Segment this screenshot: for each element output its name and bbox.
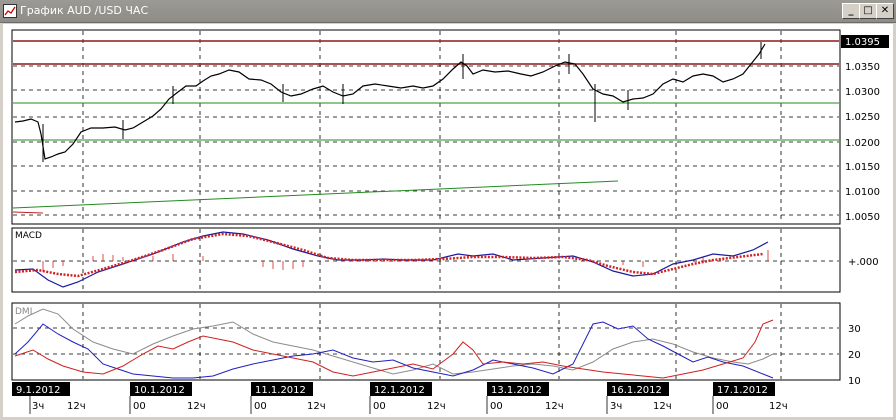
dmi-axis: 30 20 10 — [848, 324, 861, 387]
macd-panel[interactable]: MACD +.000 — [11, 227, 879, 293]
trend-line — [12, 180, 619, 209]
candle-wicks — [42, 42, 762, 162]
price-panel[interactable]: 1.0395 1.0350 1.0300 1.0250 1.0200 1.015… — [11, 29, 889, 225]
window-title: График AUD /USD ЧАС — [20, 4, 149, 17]
dmi-minus-line — [14, 319, 774, 379]
date-label: 12.1.2012 — [374, 385, 425, 396]
chart-area[interactable]: 1.0395 1.0350 1.0300 1.0250 1.0200 1.015… — [3, 24, 893, 417]
time-axis: 9.1.2012 10.1.2012 11.1.2012 12.1.2012 1… — [12, 382, 840, 416]
time-tick-label: 12ч — [67, 401, 86, 412]
macd-title: MACD — [15, 231, 42, 241]
time-tick-label: 00 — [490, 401, 503, 412]
macd-signal-line — [14, 232, 764, 278]
dmi-level-label: 30 — [848, 324, 861, 335]
window-titlebar: График AUD /USD ЧАС _ □ ✕ — [0, 0, 896, 23]
time-tick-label: 00 — [254, 401, 267, 412]
minimize-button[interactable]: _ — [842, 3, 860, 19]
adx-line — [14, 308, 774, 375]
price-label: 1.0350 — [845, 62, 880, 73]
price-grid — [13, 31, 839, 223]
time-tick-label: 12ч — [427, 401, 446, 412]
macd-grid — [13, 229, 839, 291]
date-label: 13.1.2012 — [491, 385, 542, 396]
time-tick-label: 00 — [373, 401, 386, 412]
maximize-button[interactable]: □ — [859, 3, 877, 19]
chart-app-icon — [3, 4, 17, 18]
date-label-boxes — [12, 382, 775, 396]
price-label: 1.0300 — [845, 87, 880, 98]
time-tick-label: 00 — [716, 401, 729, 412]
current-price-box — [841, 35, 889, 48]
time-tick-label: 12ч — [769, 401, 788, 412]
price-label: 1.0100 — [845, 187, 880, 198]
price-label: 1.0050 — [845, 212, 880, 223]
price-label: 1.0200 — [845, 138, 880, 149]
dmi-panel[interactable]: DMI 30 20 10 — [11, 302, 861, 387]
price-label: 1.0150 — [845, 162, 880, 173]
price-label: 1.0250 — [845, 112, 880, 123]
dmi-plus-line — [14, 321, 774, 379]
time-tick-label: 3ч — [32, 401, 44, 412]
date-label: 9.1.2012 — [16, 385, 61, 396]
bottom-red-line — [12, 211, 44, 214]
price-axis: 1.0350 1.0300 1.0250 1.0200 1.0150 1.010… — [845, 62, 880, 223]
macd-zero-label: +.000 — [848, 257, 879, 268]
time-tick-label: 12ч — [307, 401, 326, 412]
close-button[interactable]: ✕ — [876, 3, 894, 19]
time-ticks — [29, 396, 714, 414]
date-label: 17.1.2012 — [717, 385, 768, 396]
dmi-level-label: 20 — [848, 350, 861, 361]
date-label: 10.1.2012 — [134, 385, 185, 396]
time-tick-label: 12ч — [545, 401, 564, 412]
dmi-title: DMI — [15, 307, 32, 317]
time-tick-label: 12ч — [187, 401, 206, 412]
time-tick-label: 3ч — [610, 401, 622, 412]
date-label: 16.1.2012 — [611, 385, 662, 396]
time-tick-label: 12ч — [653, 401, 672, 412]
price-candles — [14, 43, 766, 160]
current-price-label: 1.0395 — [845, 37, 880, 48]
date-label: 11.1.2012 — [255, 385, 306, 396]
time-tick-label: 00 — [133, 401, 146, 412]
dmi-level-label: 10 — [848, 376, 861, 387]
